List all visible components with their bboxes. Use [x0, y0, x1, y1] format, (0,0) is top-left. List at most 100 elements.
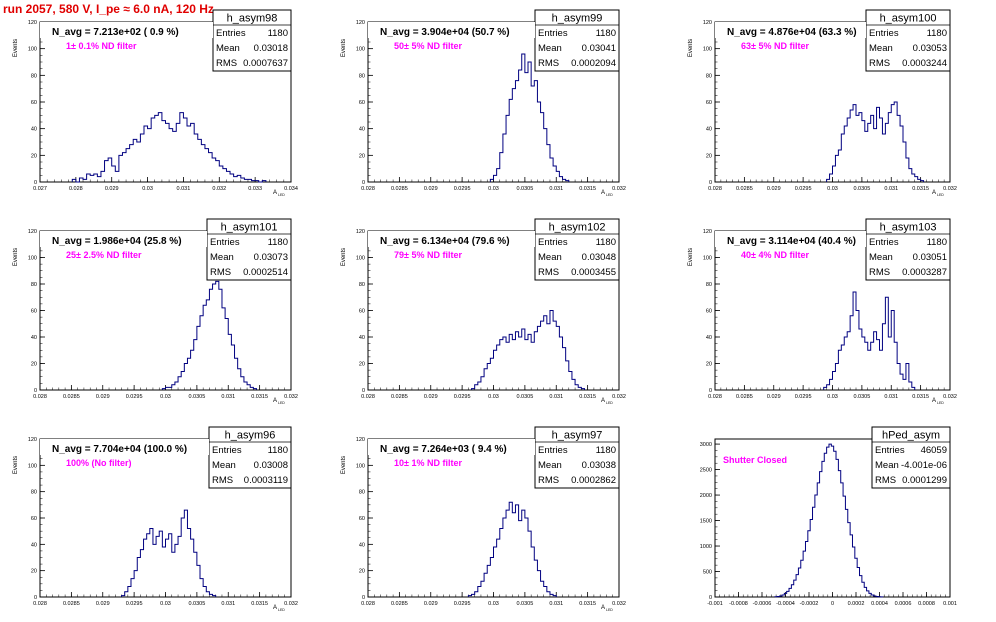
stats-label: RMS: [538, 58, 559, 69]
histogram-panel-h_asym103: 0 20 40 60 80 100 120 0.028 0.0285 0.029 0.0295 0.0…: [688, 218, 957, 405]
x-axis-label-subscript: LED: [278, 193, 285, 197]
y-tick-label: 100: [703, 47, 712, 53]
stats-label: RMS: [875, 475, 896, 486]
stats-value: 0.03053: [913, 43, 947, 54]
y-tick-label: 60: [359, 309, 365, 315]
x-tick-label: 0.032: [943, 394, 957, 400]
y-axis-label: Events: [13, 456, 19, 474]
x-tick-label: 0.0315: [579, 186, 596, 192]
title-box: [40, 231, 207, 247]
x-tick-label: 0.001: [943, 601, 957, 607]
x-axis-label: A: [932, 398, 936, 404]
y-tick-label: 60: [359, 516, 365, 522]
y-tick-label: 0: [362, 180, 365, 186]
stats-label: Mean: [869, 252, 893, 263]
y-tick-label: 80: [31, 490, 37, 496]
stats-value: 0.03073: [254, 252, 288, 263]
y-tick-label: 100: [28, 256, 37, 262]
histogram-panel-h_asym96: 0 20 40 60 80 100 120 0.028 0.0285 0.029 0.0295 0.0…: [13, 426, 298, 612]
y-tick-label: 120: [703, 20, 712, 26]
x-tick-label: 0.0315: [912, 186, 929, 192]
x-tick-label: 0.0305: [853, 394, 870, 400]
y-tick-label: 80: [31, 73, 37, 79]
x-tick-label: 0.029: [424, 601, 438, 607]
x-tick-label: 0.032: [612, 394, 626, 400]
x-axis-label-subscript: LED: [937, 401, 944, 405]
stats-box: [212, 9, 292, 72]
x-tick-label: 0.0315: [579, 394, 596, 400]
y-tick-label: 3000: [700, 442, 712, 448]
x-axis-label: A: [601, 398, 605, 404]
panel-title: N_avg = 1.986e+04 (25.8 %): [52, 236, 182, 247]
x-tick-label: 0.029: [424, 394, 438, 400]
x-tick-label: 0.0004: [871, 601, 888, 607]
y-tick-label: 20: [359, 362, 365, 368]
stats-label: Entries: [869, 237, 899, 248]
y-tick-label: 40: [706, 335, 712, 341]
stats-title: h_asym101: [221, 222, 278, 234]
x-tick-label: 0.0295: [795, 186, 812, 192]
x-tick-label: 0.033: [248, 186, 262, 192]
x-tick-label: 0.03: [160, 601, 171, 607]
stats-value: 0.0002514: [243, 267, 288, 278]
y-tick-label: 40: [31, 542, 37, 548]
y-axis-label: Events: [688, 248, 694, 266]
histogram-panel-h_asym100: 0 20 40 60 80 100 120 0.028 0.0285 0.029 0.0295 0.0…: [688, 9, 957, 197]
stats-title: h_asym100: [880, 13, 937, 25]
x-tick-label: 0.0315: [251, 601, 268, 607]
stats-value: 0.03038: [582, 460, 616, 471]
y-tick-label: 20: [31, 362, 37, 368]
stats-label: Entries: [538, 237, 568, 248]
y-tick-label: 2500: [700, 468, 712, 474]
x-tick-label: 0.0305: [516, 601, 533, 607]
stats-label: RMS: [538, 267, 559, 278]
histogram-line: [121, 509, 217, 597]
title-box: [368, 439, 535, 455]
histogram-line: [467, 501, 557, 597]
x-tick-label: 0.03: [488, 601, 499, 607]
y-tick-label: 0: [34, 180, 37, 186]
y-tick-label: 40: [31, 335, 37, 341]
run-title: run 2057, 580 V, I_pe ≈ 6.0 nA, 120 Hz: [3, 2, 214, 16]
x-axis-label: A: [601, 190, 605, 196]
stats-label: Entries: [210, 237, 240, 248]
x-tick-label: 0.031: [549, 601, 563, 607]
x-axis-label-subscript: LED: [606, 608, 613, 612]
x-tick-label: 0.028: [33, 601, 47, 607]
stats-box: [208, 426, 292, 489]
panel-title: N_avg = 7.264e+03 ( 9.4 %): [380, 444, 507, 455]
filter-annotation: 79± 5% ND filter: [394, 250, 462, 260]
title-box: [715, 231, 866, 247]
x-tick-label: 0.029: [96, 601, 110, 607]
y-tick-label: 0: [709, 388, 712, 394]
x-axis-label-subscript: LED: [606, 193, 613, 197]
x-tick-label: 0.03: [142, 186, 153, 192]
y-tick-label: 120: [28, 229, 37, 235]
stats-label: RMS: [210, 267, 231, 278]
stats-label: Entries: [216, 28, 246, 39]
x-tick-label: 0.0315: [251, 394, 268, 400]
y-tick-label: 0: [709, 595, 712, 601]
x-tick-label: 0.029: [767, 186, 781, 192]
filter-annotation: 1± 0.1% ND filter: [66, 41, 137, 51]
stats-label: Entries: [869, 28, 899, 39]
y-tick-label: 80: [31, 282, 37, 288]
x-tick-label: -0.001: [707, 601, 723, 607]
stats-value: 1180: [596, 445, 616, 456]
x-tick-label: 0.028: [708, 186, 722, 192]
panel-title: N_avg = 6.134e+04 (79.6 %): [380, 236, 510, 247]
y-tick-label: 120: [703, 229, 712, 235]
histogram-panel-h_asym98: 0 20 40 60 80 100 120 0.027 0.028 0.029 0.03 0.031 0…: [13, 9, 298, 197]
stats-label: RMS: [869, 58, 890, 69]
stats-value: 0.0001299: [902, 475, 947, 486]
y-tick-label: 80: [359, 73, 365, 79]
y-tick-label: 20: [31, 153, 37, 159]
x-tick-label: -0.0004: [776, 601, 795, 607]
stats-label: Entries: [538, 445, 568, 456]
x-axis-label-subscript: LED: [937, 193, 944, 197]
stats-title: hPed_asym: [882, 430, 940, 442]
stats-box: [206, 218, 292, 281]
filter-annotation: Shutter Closed: [723, 455, 787, 465]
stats-label: Entries: [875, 445, 905, 456]
y-axis-label: Events: [13, 39, 19, 57]
